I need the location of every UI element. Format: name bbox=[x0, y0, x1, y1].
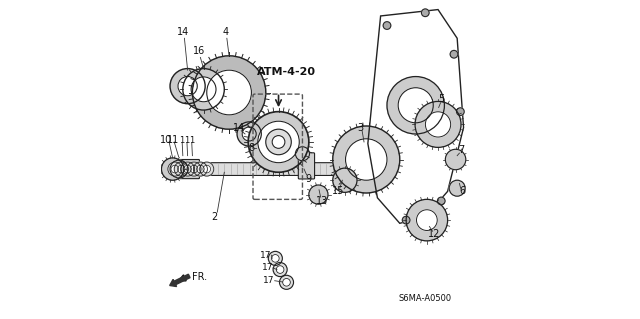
Circle shape bbox=[190, 165, 198, 173]
Text: 1: 1 bbox=[184, 136, 189, 145]
FancyBboxPatch shape bbox=[173, 163, 340, 175]
Circle shape bbox=[266, 129, 291, 155]
Circle shape bbox=[237, 122, 261, 146]
Text: 7: 7 bbox=[458, 145, 464, 155]
Circle shape bbox=[258, 121, 300, 163]
Circle shape bbox=[183, 69, 224, 110]
Circle shape bbox=[193, 162, 207, 176]
Circle shape bbox=[422, 9, 429, 17]
Text: 6: 6 bbox=[459, 186, 465, 197]
Circle shape bbox=[403, 216, 410, 224]
Circle shape bbox=[170, 69, 205, 104]
Circle shape bbox=[242, 127, 256, 141]
Circle shape bbox=[207, 70, 252, 115]
Circle shape bbox=[296, 147, 310, 161]
Circle shape bbox=[191, 77, 216, 102]
Text: 1: 1 bbox=[189, 136, 194, 145]
Text: 11: 11 bbox=[166, 135, 179, 145]
Text: 14: 14 bbox=[232, 122, 244, 133]
Circle shape bbox=[268, 251, 282, 265]
Circle shape bbox=[449, 180, 465, 196]
Circle shape bbox=[406, 199, 447, 241]
Circle shape bbox=[283, 278, 291, 286]
Circle shape bbox=[346, 139, 387, 180]
FancyArrow shape bbox=[170, 274, 190, 286]
Text: 17: 17 bbox=[262, 263, 273, 272]
Circle shape bbox=[248, 112, 309, 172]
Text: 13: 13 bbox=[316, 196, 328, 206]
FancyBboxPatch shape bbox=[298, 153, 315, 179]
Text: 14: 14 bbox=[177, 27, 189, 37]
Circle shape bbox=[177, 165, 185, 173]
Circle shape bbox=[174, 162, 188, 176]
Circle shape bbox=[398, 88, 433, 123]
Circle shape bbox=[200, 162, 214, 176]
Circle shape bbox=[426, 112, 451, 137]
Circle shape bbox=[171, 165, 179, 173]
Text: 17: 17 bbox=[260, 251, 271, 260]
Text: 4: 4 bbox=[223, 27, 229, 37]
Text: 12: 12 bbox=[428, 229, 440, 240]
Text: S6MA-A0500: S6MA-A0500 bbox=[399, 294, 452, 303]
Circle shape bbox=[450, 50, 458, 58]
FancyBboxPatch shape bbox=[173, 160, 200, 179]
Text: 3: 3 bbox=[358, 122, 364, 133]
Text: 15: 15 bbox=[332, 186, 345, 197]
Circle shape bbox=[203, 165, 211, 173]
Text: 10: 10 bbox=[160, 135, 172, 145]
Text: 8: 8 bbox=[248, 143, 255, 153]
Text: 1: 1 bbox=[179, 136, 184, 145]
Circle shape bbox=[180, 162, 195, 176]
Circle shape bbox=[272, 136, 285, 148]
Circle shape bbox=[445, 149, 466, 170]
Text: 2: 2 bbox=[212, 212, 218, 222]
Circle shape bbox=[309, 185, 328, 204]
Circle shape bbox=[161, 158, 184, 180]
Circle shape bbox=[187, 162, 201, 176]
Circle shape bbox=[280, 275, 294, 289]
Circle shape bbox=[456, 108, 464, 115]
Text: ATM-4-20: ATM-4-20 bbox=[257, 67, 316, 77]
Circle shape bbox=[178, 77, 197, 96]
Circle shape bbox=[184, 165, 191, 173]
Circle shape bbox=[415, 101, 461, 147]
Text: FR.: FR. bbox=[192, 271, 207, 282]
Circle shape bbox=[437, 197, 445, 205]
Circle shape bbox=[271, 255, 279, 262]
Circle shape bbox=[417, 210, 437, 230]
Circle shape bbox=[276, 266, 284, 273]
Text: 9: 9 bbox=[306, 174, 312, 184]
Circle shape bbox=[168, 162, 182, 176]
Circle shape bbox=[273, 263, 287, 277]
Circle shape bbox=[170, 160, 188, 178]
Text: 17: 17 bbox=[263, 276, 275, 285]
Circle shape bbox=[196, 165, 204, 173]
Circle shape bbox=[193, 56, 266, 129]
Circle shape bbox=[387, 77, 444, 134]
Text: 5: 5 bbox=[438, 94, 444, 104]
Circle shape bbox=[333, 168, 357, 192]
Circle shape bbox=[383, 22, 391, 29]
Text: 16: 16 bbox=[193, 46, 205, 56]
Circle shape bbox=[333, 126, 400, 193]
